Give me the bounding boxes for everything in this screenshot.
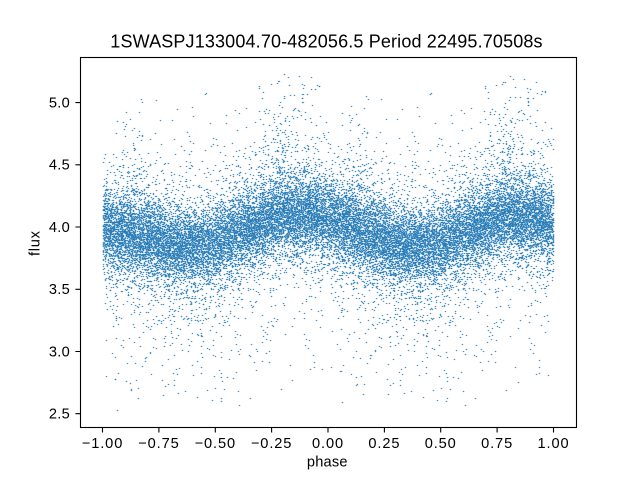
svg-text:flux: flux <box>28 230 44 256</box>
svg-text:5.0: 5.0 <box>49 96 70 112</box>
svg-text:3.0: 3.0 <box>49 344 70 360</box>
svg-text:2.5: 2.5 <box>49 407 70 423</box>
svg-text:3.5: 3.5 <box>49 282 70 298</box>
svg-text:−0.75: −0.75 <box>138 436 179 452</box>
svg-text:1SWASPJ133004.70-482056.5 Peri: 1SWASPJ133004.70-482056.5 Period 22495.7… <box>110 32 542 52</box>
svg-text:−0.25: −0.25 <box>251 436 292 452</box>
svg-text:0.25: 0.25 <box>368 436 400 452</box>
svg-text:0.75: 0.75 <box>481 436 513 452</box>
svg-text:0.00: 0.00 <box>312 436 344 452</box>
svg-text:4.5: 4.5 <box>49 158 70 174</box>
svg-text:4.0: 4.0 <box>49 220 70 236</box>
svg-text:1.00: 1.00 <box>537 436 569 452</box>
svg-text:0.50: 0.50 <box>425 436 457 452</box>
svg-text:−0.50: −0.50 <box>195 436 236 452</box>
svg-text:phase: phase <box>307 454 348 470</box>
svg-text:−1.00: −1.00 <box>82 436 123 452</box>
